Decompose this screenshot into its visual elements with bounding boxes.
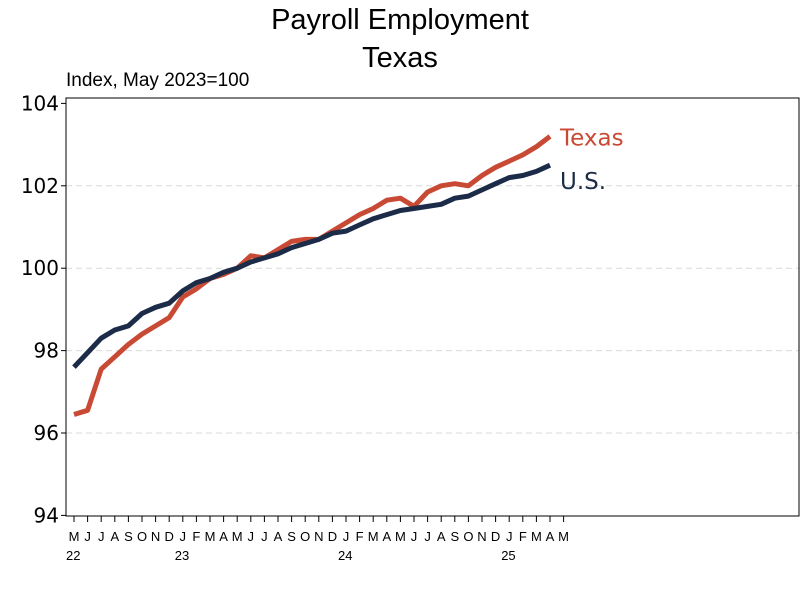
x-tick-label: J	[261, 529, 268, 544]
y-tick-label: 98	[34, 339, 59, 363]
chart-title: Payroll Employment	[271, 4, 529, 36]
year-label: 23	[175, 548, 189, 563]
x-tick-label: J	[84, 529, 91, 544]
x-tick-label: M	[232, 529, 243, 544]
x-tick-label: S	[287, 529, 296, 544]
x-tick-label: M	[558, 529, 569, 544]
x-tick-label: D	[328, 529, 337, 544]
x-tick-label: J	[411, 529, 418, 544]
plot-frame	[65, 97, 800, 517]
y-axis: 94 96 98 100 102 104	[21, 91, 66, 527]
x-tick-label: N	[477, 529, 486, 544]
x-tick-label: N	[151, 529, 160, 544]
series-line-texas	[73, 134, 552, 417]
x-tick-label: J	[98, 529, 105, 544]
x-tick-label: S	[124, 529, 133, 544]
x-tick-label: J	[343, 529, 350, 544]
x-tick-label: M	[69, 529, 80, 544]
series-line-u-s	[72, 162, 552, 369]
x-tick-label: F	[356, 529, 364, 544]
year-label: 24	[338, 548, 352, 563]
x-tick-label: M	[395, 529, 406, 544]
y-tick-label: 96	[34, 421, 59, 445]
year-label: 25	[501, 548, 515, 563]
y-axis-label: Index, May 2023=100	[66, 70, 249, 91]
series-label-u-s: U.S.	[560, 169, 606, 195]
x-tick-label: A	[274, 529, 283, 544]
x-tick-label: F	[192, 529, 200, 544]
x-tick-label: D	[165, 529, 174, 544]
series-lines	[72, 134, 552, 417]
y-tick-label: 102	[21, 174, 59, 198]
x-tick-label: A	[437, 529, 446, 544]
x-tick-label: F	[519, 529, 527, 544]
x-tick-label: A	[382, 529, 391, 544]
x-tick-label: S	[450, 529, 459, 544]
x-axis: M J J A S O N D J F M A M J J A S O N D J F M A M J J A S O N D J F M A M22 2…	[66, 516, 569, 563]
x-tick-label: O	[137, 529, 147, 544]
x-tick-label: J	[506, 529, 513, 544]
x-tick-label: J	[424, 529, 431, 544]
x-tick-label: O	[300, 529, 310, 544]
x-tick-label: M	[531, 529, 542, 544]
y-tick-label: 104	[21, 91, 59, 115]
x-tick-label: A	[546, 529, 555, 544]
gridlines	[66, 185, 799, 434]
x-tick-label: A	[219, 529, 228, 544]
x-tick-label: O	[463, 529, 473, 544]
x-tick-label: J	[180, 529, 187, 544]
chart-subtitle: Texas	[362, 42, 438, 74]
series-label-texas: Texas	[559, 125, 624, 151]
y-tick-label: 94	[34, 503, 59, 527]
x-tick-label: M	[368, 529, 379, 544]
y-tick-label: 100	[21, 256, 59, 280]
year-label: 22	[66, 548, 80, 563]
x-tick-label: J	[248, 529, 255, 544]
x-tick-label: M	[205, 529, 216, 544]
series-labels: Texas U.S.	[559, 125, 624, 195]
x-tick-label: D	[491, 529, 500, 544]
x-tick-label: N	[314, 529, 323, 544]
x-tick-label: A	[110, 529, 119, 544]
